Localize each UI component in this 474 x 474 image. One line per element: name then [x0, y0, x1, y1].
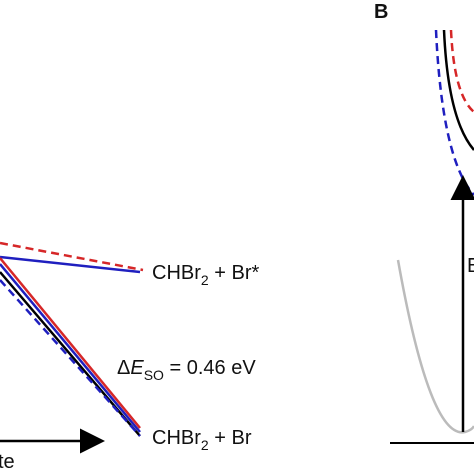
rest: + Br [209, 427, 252, 449]
panel-label: B [374, 1, 388, 23]
species: CHBr [152, 427, 201, 449]
ground-curve [396, 259, 474, 434]
curve [0, 257, 141, 429]
subscript: 2 [201, 437, 209, 453]
species: CHBr [152, 262, 201, 284]
arrow-label: E [467, 255, 474, 277]
left-curves [0, 241, 144, 437]
curve [442, 29, 474, 151]
axis-label: te [0, 451, 15, 473]
asymptote-label: CHBr2 + Br [152, 427, 252, 453]
curve [0, 271, 141, 437]
curve [0, 263, 141, 433]
curve [0, 241, 144, 272]
asymptote-label: CHBr2 + Br* [152, 262, 259, 288]
rest: + Br* [209, 262, 260, 284]
subscript: 2 [201, 272, 209, 288]
splitting-label: ΔESO = 0.46 eV [117, 357, 256, 383]
curve [0, 279, 141, 437]
curve [0, 255, 141, 274]
delta: Δ [117, 357, 130, 379]
symbol: E [130, 357, 144, 379]
curve [449, 29, 474, 113]
subscript: SO [144, 367, 164, 383]
rest: = 0.46 eV [164, 357, 256, 379]
